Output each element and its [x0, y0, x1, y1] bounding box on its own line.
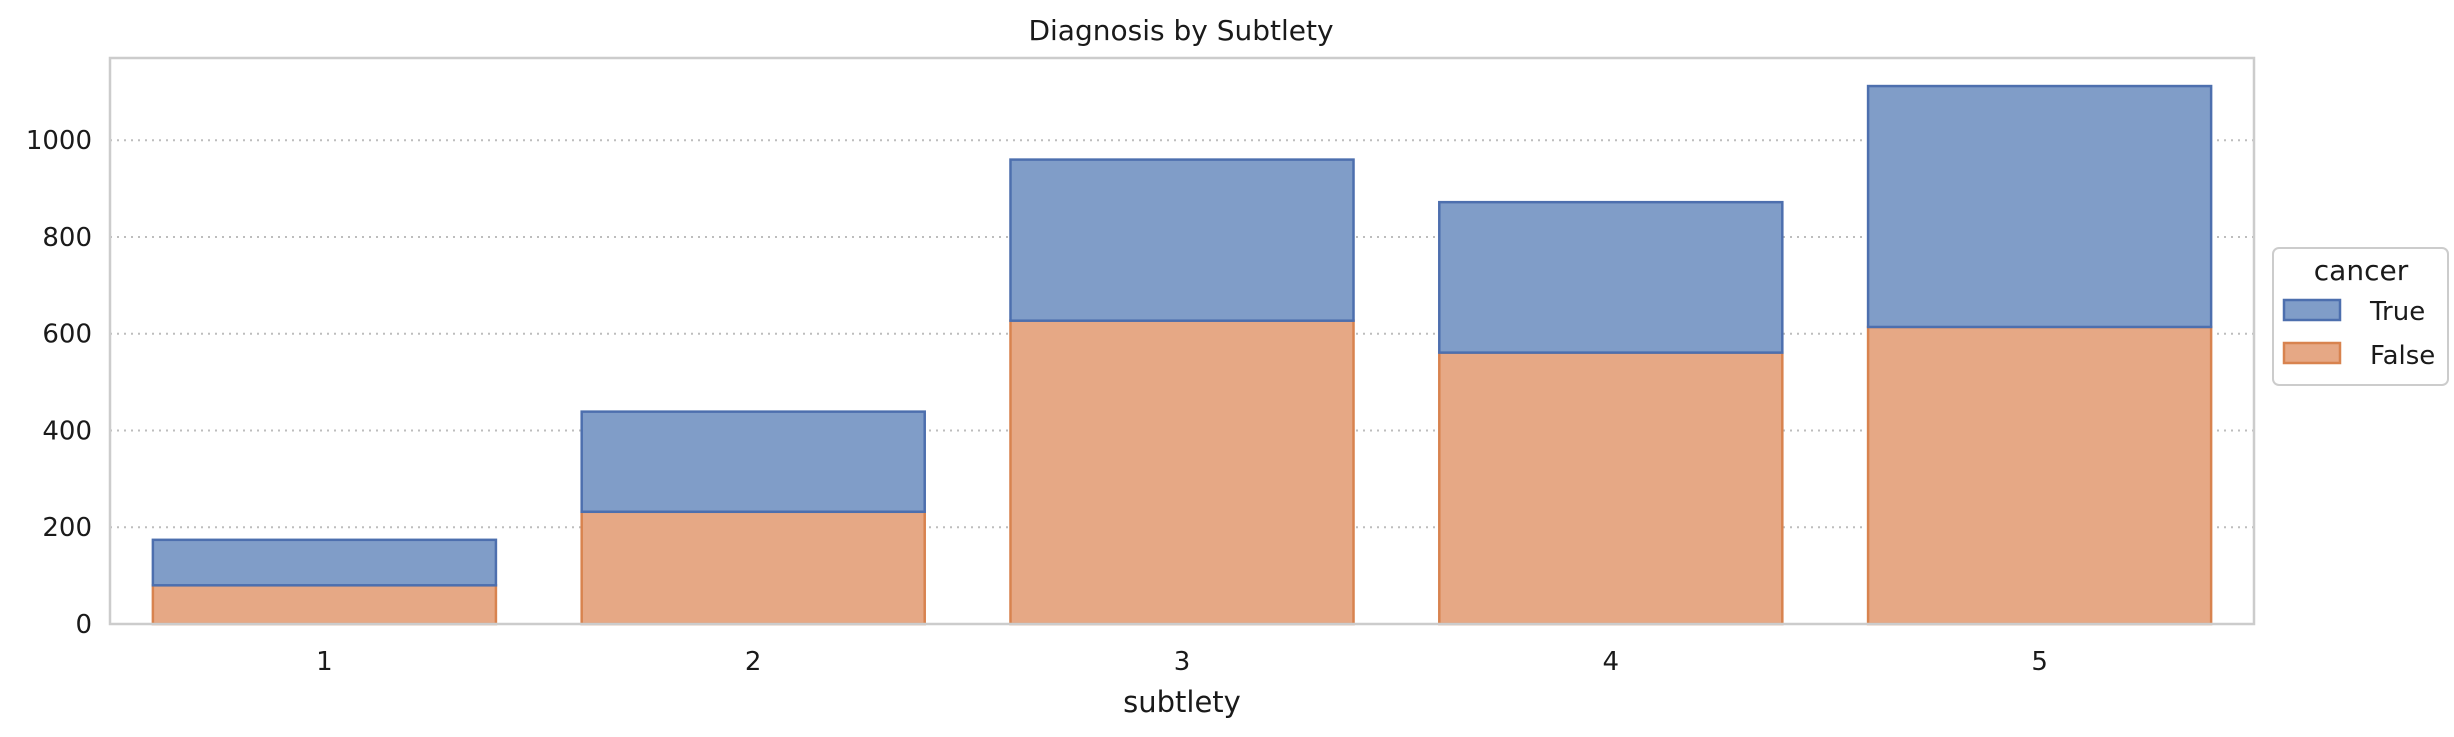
- y-axis-ticks: 0 200 400 600 800 1000: [26, 126, 92, 640]
- x-tick-label: 3: [1174, 647, 1191, 677]
- y-tick-label: 800: [42, 223, 92, 253]
- bar-false-3: [1009, 319, 1355, 626]
- bars-group: [151, 84, 2213, 626]
- x-tick-label: 2: [745, 647, 762, 677]
- legend-title: cancer: [2314, 254, 2409, 287]
- bar-true-5: [1866, 84, 2213, 329]
- y-tick-label: 200: [42, 513, 92, 543]
- y-tick-label: 1000: [26, 126, 92, 156]
- x-tick-label: 1: [316, 647, 333, 677]
- bar-false-1: [151, 584, 498, 626]
- x-tick-label: 4: [1603, 647, 1620, 677]
- bar-false-5: [1866, 325, 2213, 626]
- bar-false-4: [1438, 351, 1784, 626]
- legend-swatch-false: [2282, 341, 2342, 365]
- legend-label-true: True: [2369, 297, 2425, 327]
- y-tick-label: 400: [42, 416, 92, 446]
- bar-false-2: [580, 510, 926, 626]
- y-tick-label: 0: [75, 610, 92, 640]
- bar-true-3: [1009, 158, 1355, 322]
- bar-true-1: [151, 538, 498, 587]
- y-tick-label: 600: [42, 320, 92, 350]
- x-axis-ticks: 1 2 3 4 5: [316, 647, 2048, 677]
- legend-swatch-true: [2282, 298, 2342, 322]
- bar-true-4: [1438, 200, 1784, 354]
- x-tick-label: 5: [2031, 647, 2048, 677]
- legend-label-false: False: [2370, 341, 2435, 371]
- chart-title: Diagnosis by Subtlety: [1028, 14, 1333, 47]
- plot-frame: [108, 56, 2256, 626]
- bar-true-2: [580, 410, 926, 514]
- legend: cancer True False: [2272, 247, 2449, 386]
- x-axis-label: subtlety: [1123, 685, 1241, 719]
